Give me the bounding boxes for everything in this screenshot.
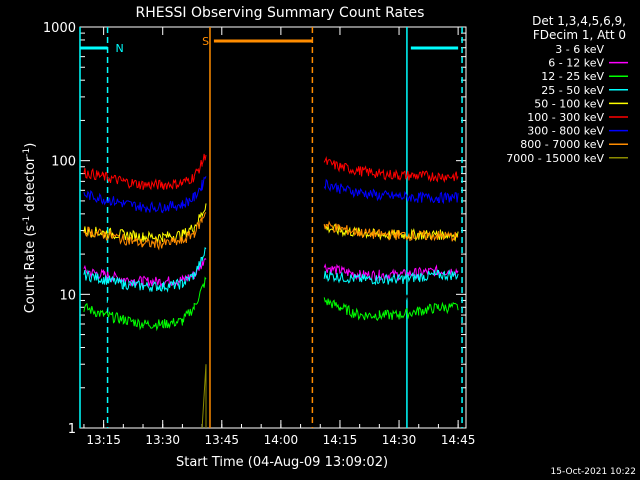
series-line	[323, 263, 459, 282]
series-lines	[83, 153, 459, 429]
series-line	[201, 364, 207, 429]
legend-entry-label: 100 - 300 keV	[527, 111, 604, 124]
series-line	[83, 212, 207, 251]
series-line	[323, 297, 459, 322]
x-tick-label: 14:30	[382, 433, 417, 447]
series-line	[83, 153, 207, 191]
x-tick-label: 13:15	[86, 433, 121, 447]
legend-header-2: FDecim 1, Att 0	[533, 28, 626, 42]
y-tick-label: 100	[51, 155, 76, 170]
x-tick-label: 13:30	[145, 433, 180, 447]
series-line	[323, 268, 459, 286]
observing-flags: NS	[79, 27, 463, 428]
y-tick-label: 1	[68, 422, 76, 437]
series-line	[83, 280, 207, 319]
y-axis-label-part1: Count Rate (s	[23, 225, 38, 314]
series-line	[323, 178, 459, 205]
saa-flag-label: S	[202, 35, 209, 48]
night-flag-label: N	[115, 42, 123, 55]
legend-header-1: Det 1,3,4,5,6,9,	[532, 14, 626, 28]
x-axis-ticks: 13:15 13:30 13:45 14:00 14:15 14:30 14:45	[83, 27, 476, 447]
y-axis-label-sup1: -1	[22, 216, 32, 225]
y-axis-label: Count Rate (s-1 detector-1)	[22, 143, 38, 314]
y-axis-label-part2: detector	[23, 156, 38, 216]
plot-border	[79, 26, 467, 429]
series-line	[83, 176, 207, 214]
legend-entry-label: 50 - 100 keV	[534, 97, 604, 110]
chart-title: RHESSI Observing Summary Count Rates	[136, 5, 425, 21]
legend-entry-label: 800 - 7000 keV	[520, 138, 604, 151]
x-tick-label: 14:00	[264, 433, 299, 447]
legend-entry-label: 3 - 6 keV	[555, 43, 604, 56]
x-tick-label: 14:15	[323, 433, 358, 447]
series-line	[323, 280, 459, 306]
series-line	[323, 156, 459, 183]
series-line	[323, 220, 459, 242]
y-axis-label-sup2: -1	[22, 148, 32, 157]
y-axis-ticks: 1 10 100 1000	[43, 21, 466, 437]
legend: Det 1,3,4,5,6,9, FDecim 1, Att 0 3 - 6 k…	[506, 14, 628, 165]
series-line	[83, 246, 207, 293]
x-axis-label: Start Time (04-Aug-09 13:09:02)	[176, 455, 388, 470]
legend-entry-label: 25 - 50 keV	[541, 84, 604, 97]
x-tick-label: 13:45	[204, 433, 239, 447]
legend-entry-label: 300 - 800 keV	[527, 125, 604, 138]
series-line	[83, 276, 207, 332]
y-axis-label-part3: )	[23, 143, 38, 148]
y-tick-label: 1000	[43, 21, 76, 36]
y-tick-label: 10	[59, 288, 76, 303]
plot-frame	[79, 26, 467, 429]
x-tick-label: 14:45	[441, 433, 476, 447]
legend-entry-label: 12 - 25 keV	[541, 70, 604, 83]
legend-entry-label: 6 - 12 keV	[548, 57, 604, 70]
legend-entry-label: 7000 - 15000 keV	[506, 152, 604, 165]
footer-timestamp: 15-Oct-2021 10:22	[551, 467, 636, 477]
